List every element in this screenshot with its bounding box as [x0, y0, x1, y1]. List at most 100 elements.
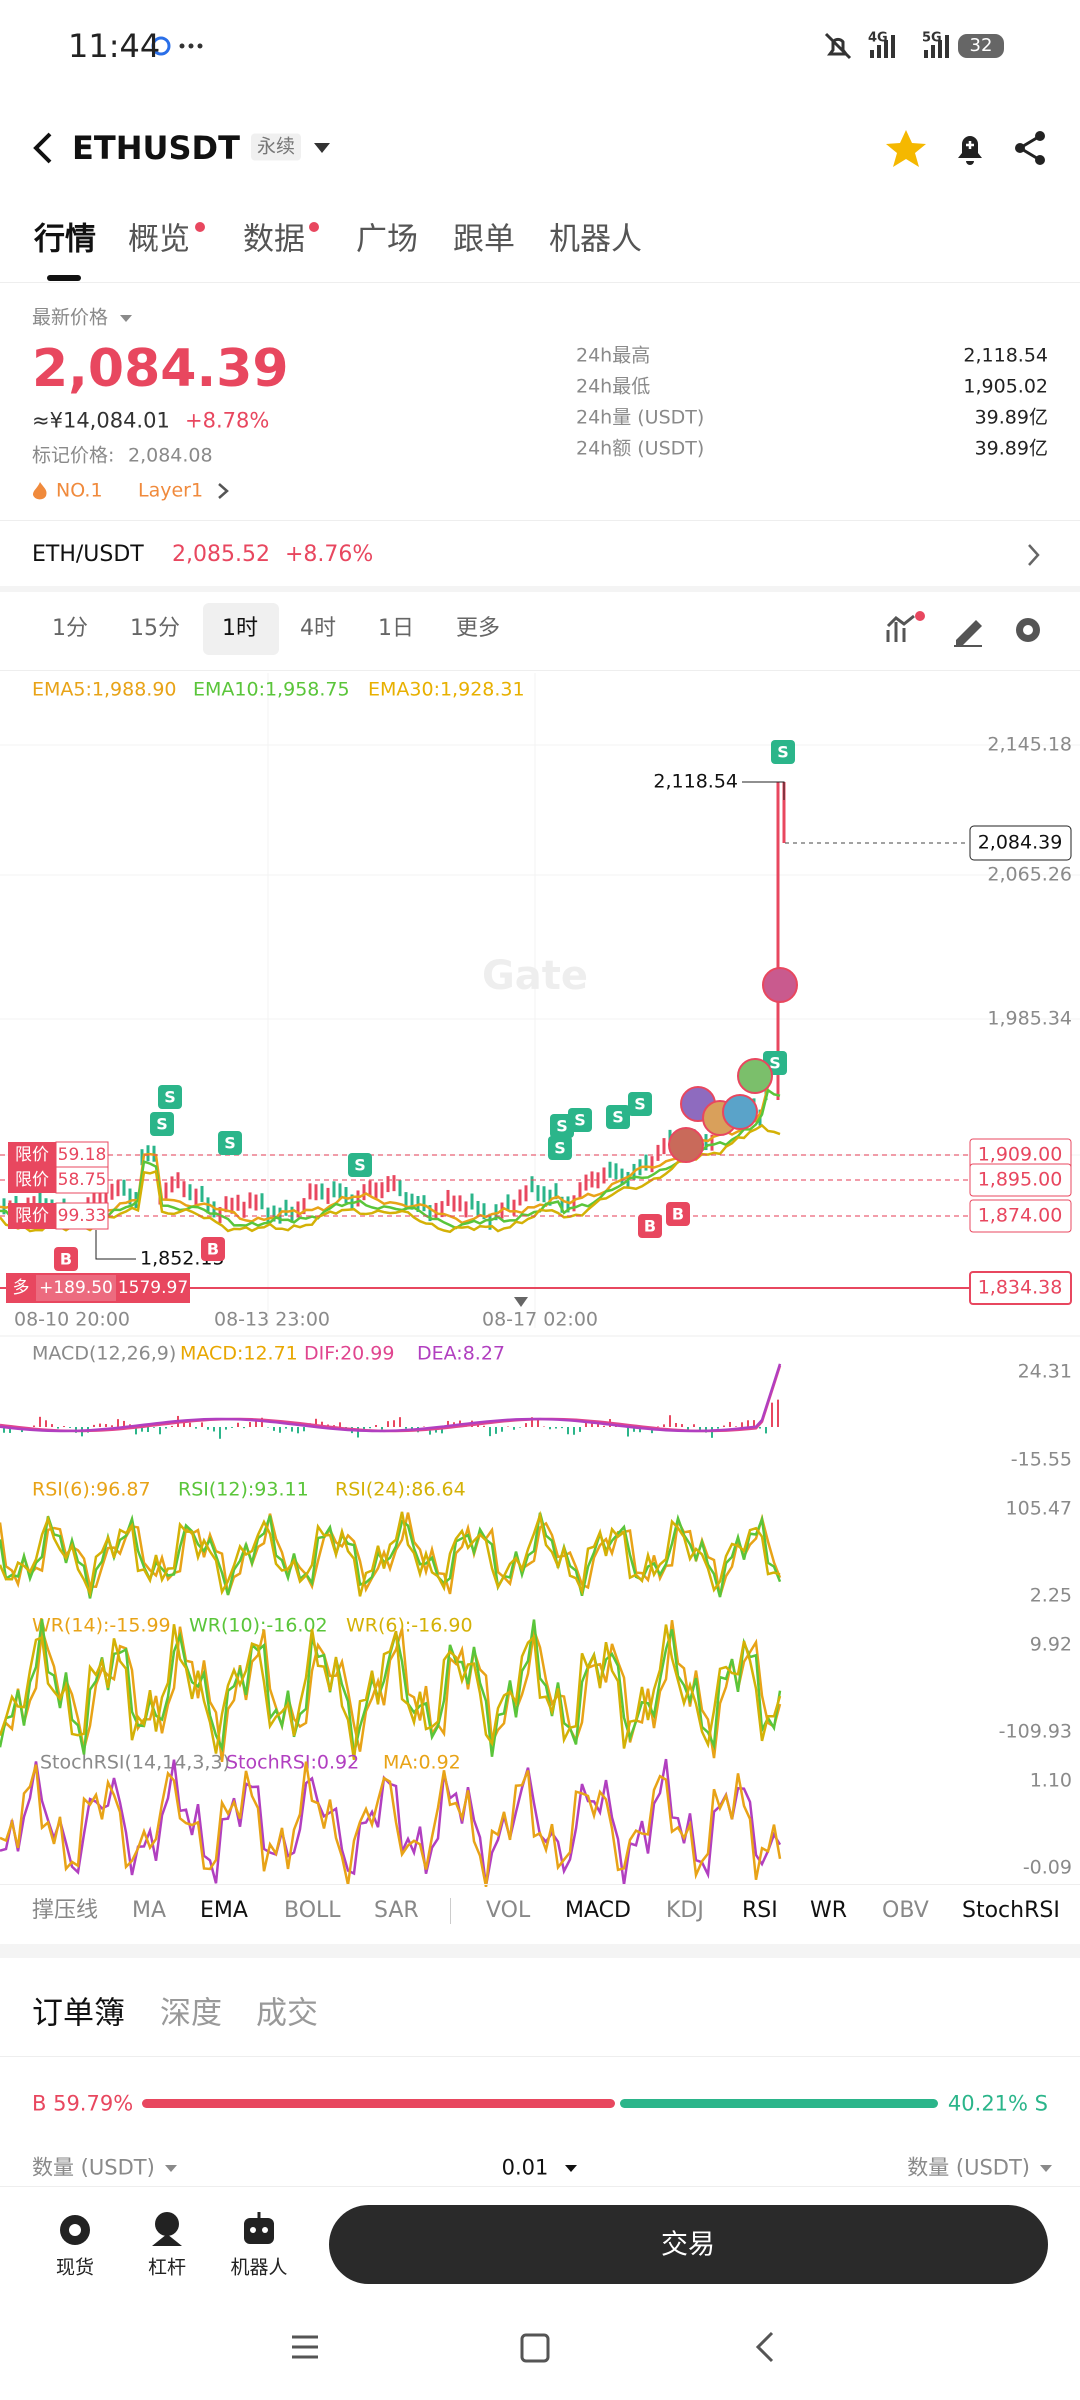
nav-tab[interactable]: 机器人	[549, 221, 642, 258]
ema-line	[0, 1088, 781, 1230]
mark-price: 2,084.08	[128, 444, 213, 467]
ema-value: EMA30:1,928.31	[368, 679, 525, 701]
system-nav[interactable]	[280, 2325, 800, 2369]
sell-marker: S	[769, 1054, 781, 1073]
back-button[interactable]	[28, 130, 58, 166]
indicator-axis-label: 1.10	[1030, 1770, 1072, 1792]
nav-tab[interactable]: 行情	[34, 221, 96, 258]
last-price-label: 最新价格	[32, 306, 109, 329]
tag: NO.1	[56, 479, 103, 502]
nav-tab[interactable]: 数据	[243, 221, 305, 258]
indicator-tab[interactable]: BOLL	[284, 1898, 341, 1923]
orderbook-tab[interactable]: 订单簿	[32, 1995, 125, 2032]
indicator-tab[interactable]: VOL	[486, 1898, 531, 1923]
trader-avatar	[722, 1094, 758, 1130]
divider	[0, 2056, 1080, 2057]
position-price: 1579.97	[118, 1278, 188, 1298]
bottom-nav-item[interactable]: 机器人	[230, 2256, 288, 2279]
sell-ratio-bar	[620, 2099, 938, 2108]
current-price: 2,084.39	[978, 832, 1063, 854]
indicator-tab[interactable]: MA	[132, 1898, 167, 1923]
buy-marker-bg	[666, 1202, 690, 1226]
position-pnl: +189.50	[39, 1278, 113, 1298]
stat-label: 24h最高	[576, 344, 651, 367]
favorite-star[interactable]	[884, 128, 928, 168]
share[interactable]	[1012, 128, 1052, 168]
indicator-tab[interactable]: RSI	[742, 1898, 778, 1923]
sell-marker-bg	[628, 1092, 652, 1116]
order-value: 59.18	[58, 1145, 107, 1165]
price-precision[interactable]: 0.01	[501, 2155, 549, 2180]
kline-chart[interactable]: Gate EMA5:1,988.90 EMA10:1,958.75 EMA30:1,9…	[0, 673, 1080, 1898]
interval[interactable]: 4时	[300, 616, 336, 641]
price-axis-label: 2,065.26	[987, 864, 1072, 886]
nav-tab[interactable]: 广场	[356, 221, 418, 258]
interval[interactable]: 1分	[52, 616, 88, 641]
spot-arrow[interactable]	[1026, 542, 1042, 568]
nav-tab[interactable]: 跟单	[453, 221, 515, 258]
position-axis-box	[969, 1271, 1072, 1305]
clock: 11:44	[68, 27, 161, 65]
indicator-value: MACD:12.71	[180, 1343, 298, 1365]
watermark: Gate	[482, 953, 588, 999]
stat-value: 39.89亿	[974, 437, 1048, 460]
indicator-axis-label: -15.55	[1011, 1449, 1072, 1471]
indicator-tab[interactable]: EMA	[200, 1898, 248, 1923]
current-price-box	[969, 825, 1072, 861]
orderbook-tab[interactable]: 成交	[256, 1995, 318, 2032]
sell-marker-bg	[771, 740, 795, 764]
sell-marker: S	[354, 1156, 366, 1175]
symbol-dropdown[interactable]	[312, 140, 332, 156]
bottom-nav-item[interactable]: 杠杆	[147, 2256, 187, 2279]
nav-tab[interactable]: 概览	[128, 221, 190, 258]
stat-label: 24h量 (USDT)	[576, 406, 705, 429]
interval[interactable]: 更多	[456, 616, 501, 641]
sell-marker: S	[164, 1088, 176, 1107]
quantity-unit[interactable]: 数量 (USDT)	[907, 2155, 1030, 2180]
indicator-tab[interactable]: KDJ	[666, 1898, 704, 1923]
price-axis-label: 2,145.18	[987, 734, 1072, 756]
indicator-tab[interactable]: SAR	[374, 1898, 419, 1923]
orderbook-tab[interactable]: 深度	[160, 1995, 222, 2032]
buy-marker-bg	[201, 1237, 225, 1261]
indicator-line	[0, 1620, 782, 1762]
sell-marker: S	[556, 1117, 568, 1136]
ema-line	[0, 1123, 781, 1234]
dropdown-caret[interactable]	[165, 2165, 177, 2178]
flame-icon	[33, 482, 47, 500]
order-type: 限价	[15, 1145, 49, 1165]
trade-button[interactable]: 交易	[661, 2229, 715, 2261]
alert-bell[interactable]	[950, 128, 990, 168]
dropdown-caret[interactable]	[565, 2165, 577, 2178]
order-axis-box	[969, 1163, 1072, 1197]
position-tag	[6, 1273, 190, 1303]
interval[interactable]: 1时	[222, 616, 258, 641]
status-misc	[151, 36, 203, 56]
sell-marker: S	[634, 1095, 646, 1114]
divider	[0, 1884, 1080, 1885]
symbol: ETHUSDT	[72, 129, 240, 167]
chart-tools[interactable]	[884, 610, 1054, 650]
quantity-unit[interactable]: 数量 (USDT)	[32, 2155, 155, 2180]
indicator-value: RSI(6):96.87	[32, 1479, 151, 1501]
tag-arrow[interactable]	[216, 482, 230, 500]
indicator-axis-label: 24.31	[1018, 1361, 1072, 1383]
dropdown-caret[interactable]	[1040, 2165, 1052, 2178]
interval[interactable]: 1日	[378, 616, 414, 641]
high-marker-line	[742, 781, 785, 800]
indicator-tab[interactable]: StochRSI	[962, 1898, 1060, 1923]
network-type: 5G	[922, 30, 942, 46]
indicator-tab[interactable]: MACD	[565, 1898, 631, 1923]
indicator-tab[interactable]: WR	[810, 1898, 848, 1923]
bottom-nav-item[interactable]: 现货	[55, 2256, 95, 2279]
order-axis-box	[969, 1199, 1072, 1233]
indicator-tab[interactable]: 撑压线	[32, 1898, 99, 1923]
indicator-tab[interactable]: OBV	[882, 1898, 929, 1923]
sell-marker-bg	[606, 1105, 630, 1129]
battery-level: 32	[969, 35, 993, 56]
trade-button-bg[interactable]	[329, 2205, 1048, 2284]
sell-marker: S	[554, 1139, 566, 1158]
dropdown-caret[interactable]	[120, 315, 132, 328]
interval[interactable]: 15分	[130, 616, 180, 641]
